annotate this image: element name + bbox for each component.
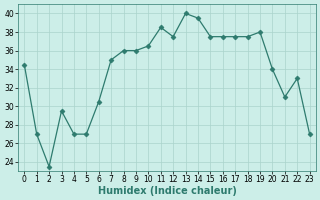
X-axis label: Humidex (Indice chaleur): Humidex (Indice chaleur) [98,186,236,196]
